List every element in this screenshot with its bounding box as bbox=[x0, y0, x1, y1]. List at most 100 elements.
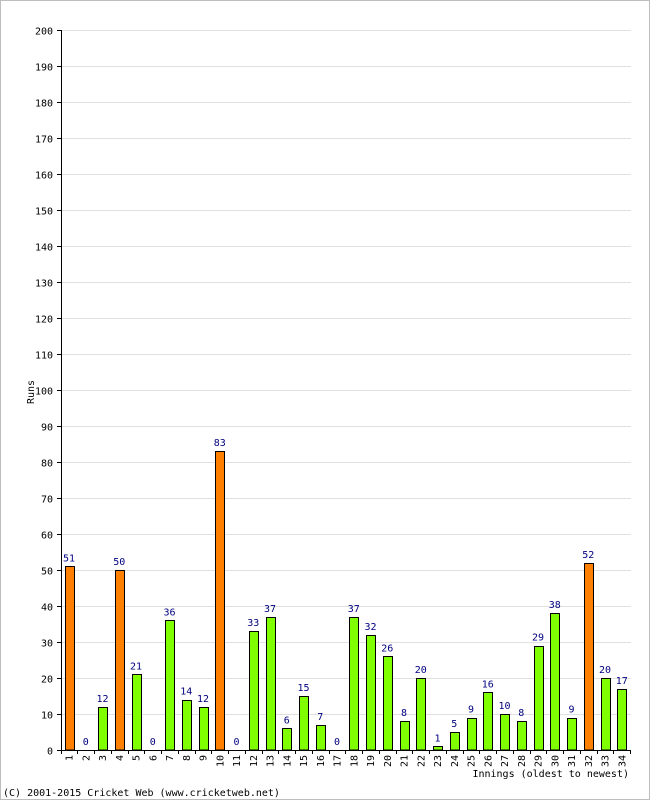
y-tick-label: 30 bbox=[41, 639, 53, 650]
y-tick-label: 130 bbox=[35, 279, 53, 290]
y-tick-label: 170 bbox=[35, 135, 53, 146]
bar bbox=[534, 646, 544, 751]
value-label: 17 bbox=[616, 676, 628, 687]
y-tick-label: 180 bbox=[35, 99, 53, 110]
bar bbox=[400, 721, 410, 751]
value-label: 20 bbox=[599, 665, 611, 676]
bar bbox=[500, 714, 510, 751]
value-label: 9 bbox=[568, 705, 574, 716]
value-label: 33 bbox=[247, 618, 259, 629]
y-tick-label: 20 bbox=[41, 675, 53, 686]
x-tick-label: 9 bbox=[199, 755, 210, 761]
x-tick-label: 34 bbox=[617, 755, 628, 767]
y-tick-label: 150 bbox=[35, 207, 53, 218]
y-tick-label: 50 bbox=[41, 567, 53, 578]
bar bbox=[467, 718, 477, 751]
value-label: 50 bbox=[113, 557, 125, 568]
x-tick-label: 32 bbox=[584, 755, 595, 767]
y-tick-label: 70 bbox=[41, 495, 53, 506]
bar bbox=[199, 707, 209, 751]
y-tick-label: 120 bbox=[35, 315, 53, 326]
bar bbox=[450, 732, 460, 751]
bar bbox=[266, 617, 276, 751]
x-tick-label: 18 bbox=[349, 755, 360, 767]
bar bbox=[567, 718, 577, 751]
value-label: 15 bbox=[297, 683, 309, 694]
x-tick-label: 1 bbox=[65, 755, 76, 761]
x-tick-label: 33 bbox=[601, 755, 612, 767]
value-label: 52 bbox=[582, 550, 594, 561]
value-label: 0 bbox=[83, 737, 89, 748]
x-tick-label: 15 bbox=[299, 755, 310, 767]
bar bbox=[366, 635, 376, 751]
bar bbox=[299, 696, 309, 751]
y-tick-label: 100 bbox=[35, 387, 53, 398]
value-label: 5 bbox=[451, 719, 457, 730]
value-label: 37 bbox=[264, 604, 276, 615]
bar bbox=[115, 570, 125, 751]
bar bbox=[165, 620, 175, 751]
value-label: 36 bbox=[163, 607, 175, 618]
bar bbox=[383, 656, 393, 751]
x-tick-label: 23 bbox=[433, 755, 444, 767]
x-tick-label: 10 bbox=[215, 755, 226, 767]
x-tick-label: 7 bbox=[165, 755, 176, 761]
bar bbox=[98, 707, 108, 751]
x-tick-label: 25 bbox=[467, 755, 478, 767]
value-label: 38 bbox=[549, 600, 561, 611]
y-tick-label: 160 bbox=[35, 171, 53, 182]
bar bbox=[349, 617, 359, 751]
x-tick-label: 28 bbox=[517, 755, 528, 767]
grid-lines bbox=[61, 30, 631, 715]
x-tick-label: 6 bbox=[148, 755, 159, 761]
value-label: 0 bbox=[334, 737, 340, 748]
bar bbox=[65, 566, 75, 751]
x-tick-label: 30 bbox=[550, 755, 561, 767]
y-tick-label: 190 bbox=[35, 63, 53, 74]
x-tick-label: 22 bbox=[416, 755, 427, 767]
x-tick-label: 4 bbox=[115, 755, 126, 761]
bar bbox=[282, 728, 292, 751]
x-tick-label: 16 bbox=[316, 755, 327, 767]
bar bbox=[182, 700, 192, 751]
value-label: 37 bbox=[348, 604, 360, 615]
value-label: 8 bbox=[518, 708, 524, 719]
x-tick-label: 3 bbox=[98, 755, 109, 761]
x-tick-label: 13 bbox=[266, 755, 277, 767]
bar bbox=[550, 613, 560, 751]
x-tick-label: 29 bbox=[534, 755, 545, 767]
y-tick-label: 200 bbox=[35, 27, 53, 38]
y-tick-label: 0 bbox=[47, 747, 53, 758]
x-tick-label: 24 bbox=[450, 755, 461, 767]
x-tick-label: 17 bbox=[333, 755, 344, 767]
y-tick-label: 80 bbox=[41, 459, 53, 470]
y-tick-label: 40 bbox=[41, 603, 53, 614]
value-label: 83 bbox=[214, 438, 226, 449]
x-tick-label: 19 bbox=[366, 755, 377, 767]
x-tick-label: 14 bbox=[282, 755, 293, 767]
value-label: 20 bbox=[415, 665, 427, 676]
value-label: 0 bbox=[150, 737, 156, 748]
bar bbox=[249, 631, 259, 751]
bar bbox=[617, 689, 627, 751]
bar bbox=[601, 678, 611, 751]
y-tick-label: 60 bbox=[41, 531, 53, 542]
value-label: 16 bbox=[482, 679, 494, 690]
y-axis-title: Runs bbox=[26, 380, 37, 404]
x-tick-label: 26 bbox=[483, 755, 494, 767]
value-label: 8 bbox=[401, 708, 407, 719]
value-label: 26 bbox=[381, 643, 393, 654]
x-tick-label: 11 bbox=[232, 755, 243, 767]
value-label: 1 bbox=[434, 733, 440, 744]
bar bbox=[483, 692, 493, 751]
bar bbox=[433, 746, 443, 751]
y-tick-labels: 0 10 20 30 40 50 60 70 80 90 100 110 120 130 140 150 160… bbox=[35, 27, 53, 758]
value-label: 14 bbox=[180, 687, 192, 698]
x-tick-label: 31 bbox=[567, 755, 578, 767]
x-tick-label: 5 bbox=[132, 755, 143, 761]
x-tick-label: 27 bbox=[500, 755, 511, 767]
x-tick-label: 21 bbox=[400, 755, 411, 767]
y-tick-label: 110 bbox=[35, 351, 53, 362]
x-tick-label: 20 bbox=[383, 755, 394, 767]
